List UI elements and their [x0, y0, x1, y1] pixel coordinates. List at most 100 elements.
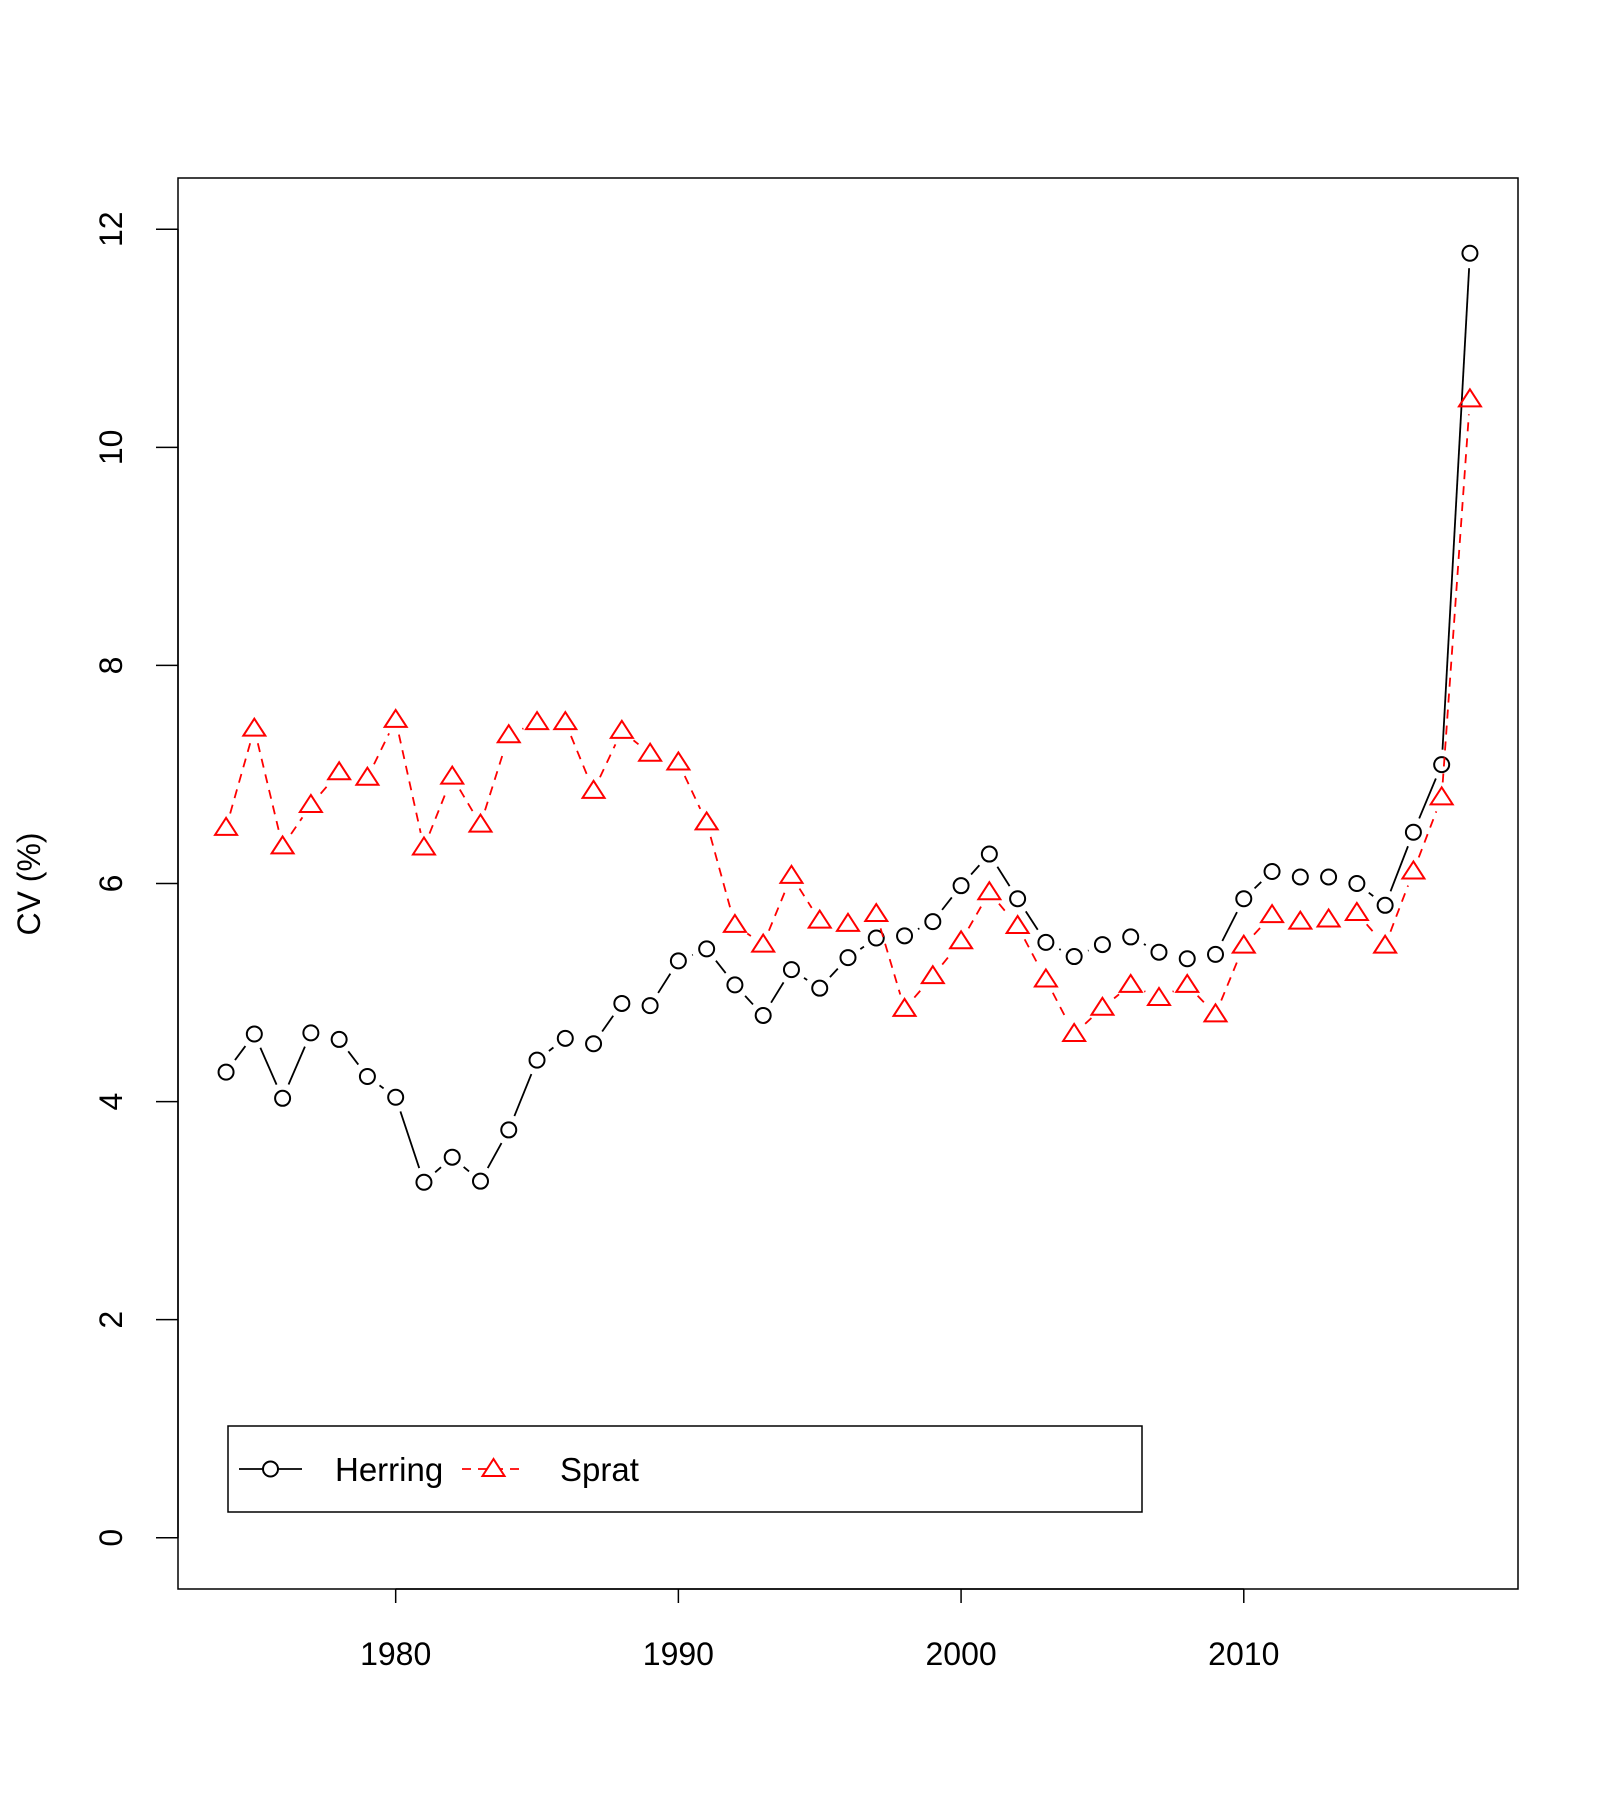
series-segment — [747, 933, 751, 936]
y-tick-label: 0 — [93, 1529, 129, 1547]
data-point — [614, 996, 629, 1011]
series-segment — [488, 1143, 502, 1168]
data-point — [1406, 825, 1421, 840]
data-point — [982, 847, 997, 862]
data-point — [445, 1150, 460, 1165]
data-point — [586, 1036, 601, 1051]
data-point — [1063, 1024, 1085, 1041]
data-point — [667, 752, 689, 769]
data-point — [1265, 864, 1280, 879]
series-segment — [399, 735, 421, 833]
series-segment — [348, 1051, 358, 1064]
series-segment — [435, 1167, 441, 1172]
data-point — [1038, 935, 1053, 950]
data-point — [1176, 975, 1198, 992]
data-point — [328, 762, 350, 779]
series-segment — [1443, 414, 1469, 782]
data-point — [332, 1032, 347, 1047]
series-segment — [1390, 886, 1408, 932]
series-segment — [860, 947, 864, 950]
series-segment — [230, 743, 250, 813]
series-segment — [914, 988, 923, 998]
y-axis-title: CV (%) — [11, 832, 47, 935]
data-point — [1035, 969, 1057, 986]
series-segment — [549, 1048, 554, 1051]
data-point — [441, 767, 463, 784]
data-point — [300, 795, 322, 812]
series-segment — [999, 904, 1008, 915]
data-point — [303, 1025, 318, 1040]
series-segment — [374, 733, 389, 764]
series-segment — [1254, 926, 1262, 935]
data-point — [1374, 936, 1396, 953]
data-point — [643, 998, 658, 1013]
data-point — [554, 712, 576, 729]
legend-label-sprat: Sprat — [560, 1451, 639, 1488]
series-segment — [430, 791, 447, 834]
data-point — [498, 725, 520, 742]
series-segment — [633, 740, 638, 744]
series-sprat — [215, 389, 1481, 1041]
series-segment — [685, 776, 700, 809]
data-point — [1462, 246, 1477, 261]
series-segment — [771, 982, 784, 1002]
series-segment — [1255, 882, 1262, 888]
data-point — [1095, 937, 1110, 952]
data-point — [215, 818, 237, 835]
series-segment — [942, 953, 951, 965]
x-tick-label: 1990 — [643, 1636, 714, 1672]
data-point — [1289, 912, 1311, 929]
data-point — [1402, 862, 1424, 879]
data-point — [1321, 869, 1336, 884]
series-segment — [514, 1074, 531, 1116]
series-segment — [600, 744, 615, 777]
series-segment — [258, 743, 279, 832]
series-segment — [291, 817, 302, 834]
data-point — [978, 882, 1000, 899]
data-point — [696, 812, 718, 829]
series-segment — [1222, 912, 1237, 941]
series-segment — [289, 1047, 305, 1085]
data-point — [272, 836, 294, 853]
data-point — [1120, 975, 1142, 992]
series-segment — [716, 961, 726, 973]
plot-frame — [178, 178, 1518, 1589]
data-point — [1233, 936, 1255, 953]
data-point — [385, 710, 407, 727]
data-point — [243, 719, 265, 736]
data-point — [469, 815, 491, 832]
series-segment — [321, 784, 330, 794]
data-point — [1123, 929, 1138, 944]
data-point — [1293, 869, 1308, 884]
series-segment — [1025, 939, 1039, 966]
data-point — [894, 999, 916, 1016]
series-segment — [918, 928, 919, 929]
series-segment — [464, 1167, 469, 1172]
data-point — [247, 1026, 262, 1041]
data-point — [1431, 787, 1453, 804]
data-point — [1010, 891, 1025, 906]
series-segment — [1059, 949, 1060, 950]
data-point — [639, 744, 661, 761]
series-segment — [460, 790, 473, 812]
data-point — [413, 838, 435, 855]
data-point — [416, 1175, 431, 1190]
series-segment — [1198, 996, 1205, 1004]
y-tick-label: 4 — [93, 1093, 129, 1111]
data-point — [1180, 951, 1195, 966]
series-segment — [571, 736, 588, 777]
series-segment — [769, 890, 786, 931]
data-point — [1007, 916, 1029, 933]
data-point — [727, 977, 742, 992]
data-point — [671, 953, 686, 968]
series-segment — [1391, 846, 1408, 891]
y-tick-label: 6 — [93, 875, 129, 893]
series-segment — [1026, 911, 1038, 929]
data-point — [583, 781, 605, 798]
data-point — [922, 966, 944, 983]
series-segment — [1085, 1018, 1091, 1024]
